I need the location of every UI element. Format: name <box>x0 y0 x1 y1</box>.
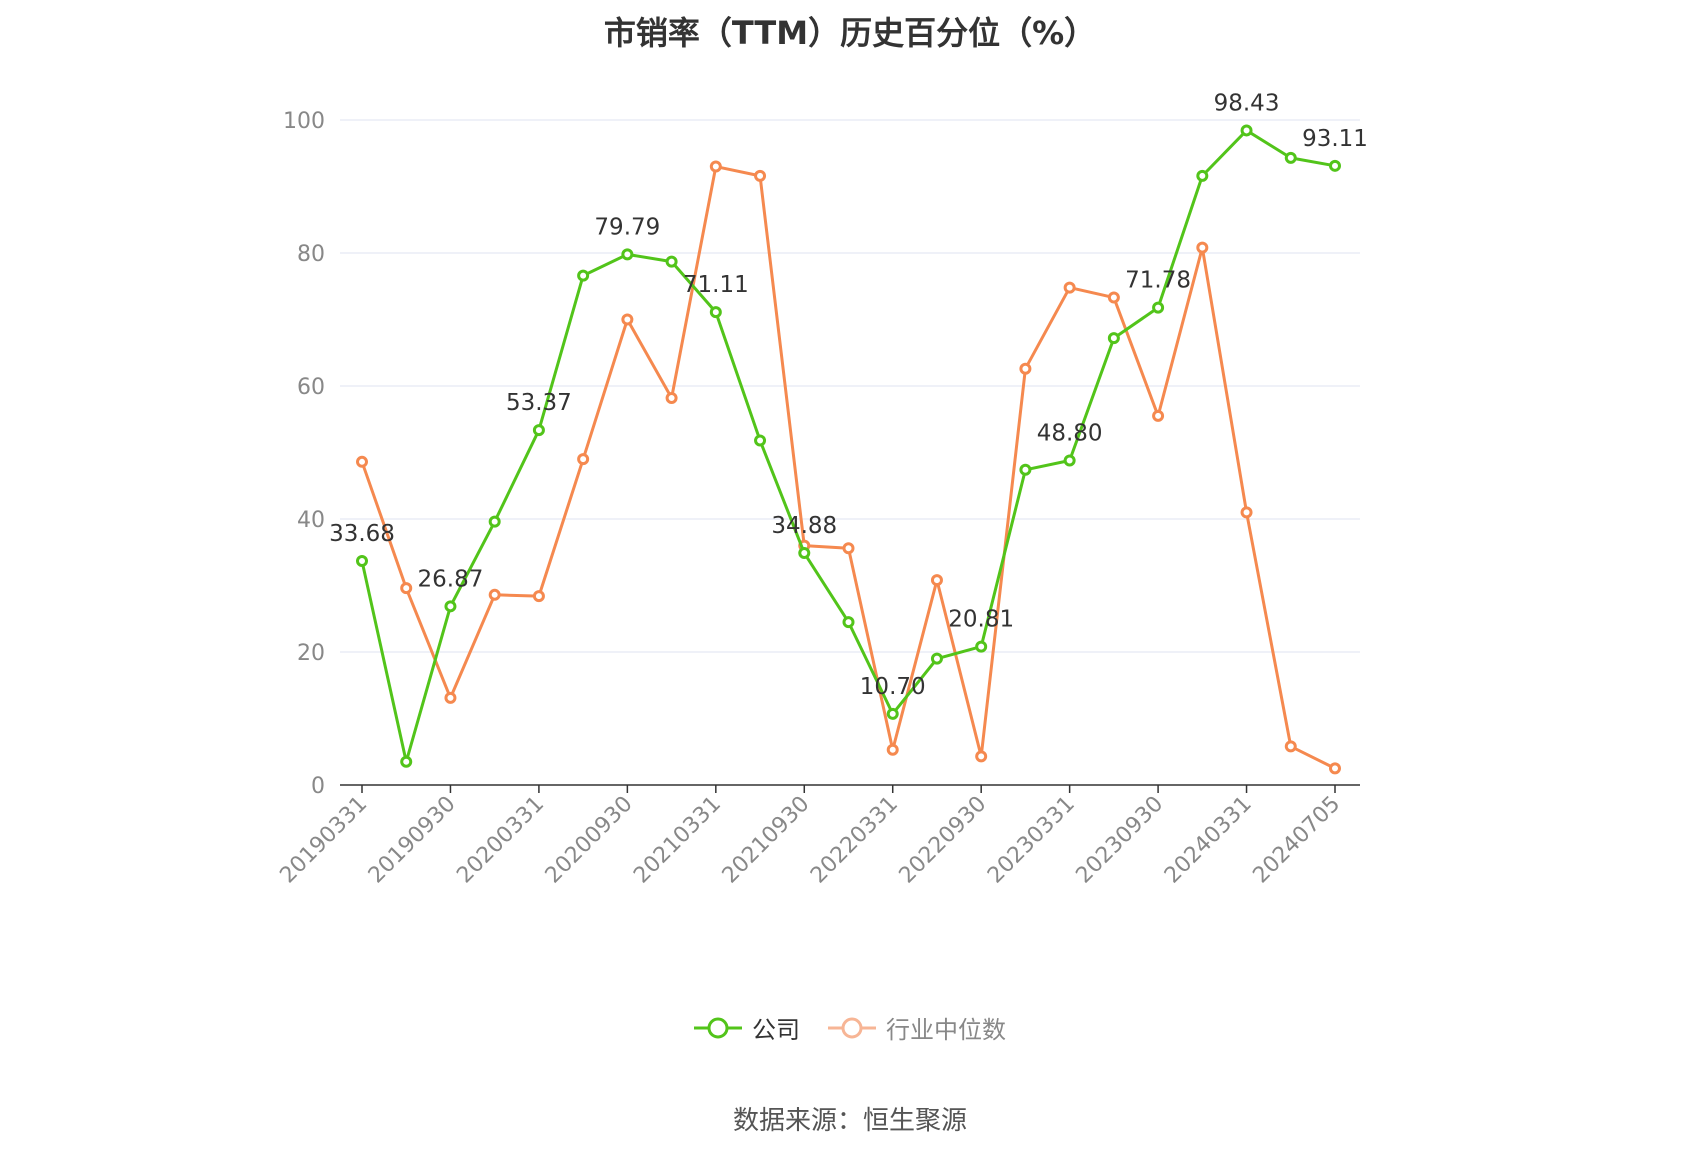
data-point-industry <box>842 542 855 555</box>
data-point-company <box>709 306 722 319</box>
x-tick-label: 20200930 <box>541 792 638 889</box>
data-point-company <box>400 755 413 768</box>
data-point-industry <box>444 691 457 704</box>
data-point-industry <box>400 582 413 595</box>
data-point-industry <box>577 453 590 466</box>
legend-company-label: 公司 <box>752 1016 800 1044</box>
data-label: 20.81 <box>948 607 1014 633</box>
data-label: 79.79 <box>594 214 660 240</box>
data-label: 10.70 <box>860 674 926 700</box>
data-point-company <box>1063 454 1076 467</box>
data-point-company <box>488 515 501 528</box>
data-point-company <box>975 640 988 653</box>
data-point-industry <box>754 169 767 182</box>
data-point-company <box>754 434 767 447</box>
data-point-company <box>1329 159 1341 172</box>
data-point-company <box>665 255 678 268</box>
data-label: 34.88 <box>771 513 837 539</box>
data-point-company <box>798 547 811 560</box>
data-point-company <box>532 424 545 437</box>
data-point-company <box>444 600 457 613</box>
data-point-industry <box>1107 291 1120 304</box>
data-point-industry <box>1019 362 1032 375</box>
data-label: 71.11 <box>683 272 749 298</box>
data-point-company <box>621 248 634 261</box>
data-point-company <box>1284 151 1297 164</box>
x-tick-label: 20190331 <box>275 792 372 889</box>
data-point-industry <box>1196 241 1209 254</box>
chart-title: 市销率（TTM）历史百分位（%） <box>603 14 1097 52</box>
data-point-company <box>886 707 899 720</box>
legend: 公司 行业中位数 <box>0 1010 1700 1045</box>
legend-item-company[interactable]: 公司 <box>694 1010 800 1045</box>
legend-company-line-icon <box>694 1017 742 1038</box>
y-tick-label: 80 <box>297 242 325 267</box>
data-point-company <box>1107 332 1120 345</box>
data-point-industry <box>488 588 501 601</box>
data-label: 71.78 <box>1125 268 1191 294</box>
x-tick-label: 20210930 <box>718 792 815 889</box>
data-label: 93.11 <box>1302 126 1368 152</box>
y-tick-label: 40 <box>297 508 325 533</box>
line-chart: 0 20 40 60 80 100 2019033120190930202003312020… <box>275 90 1368 889</box>
x-tick-label: 20190930 <box>364 792 461 889</box>
data-label: 98.43 <box>1214 90 1280 116</box>
y-tick-label: 20 <box>297 641 325 666</box>
data-point-industry <box>356 455 368 468</box>
legend-item-industry[interactable]: 行业中位数 <box>828 1010 1006 1045</box>
data-point-industry <box>975 750 988 763</box>
data-point-industry <box>621 313 634 326</box>
data-point-company <box>1152 301 1165 314</box>
data-label: 53.37 <box>506 390 572 416</box>
data-point-industry <box>709 160 722 173</box>
data-point-company <box>1240 124 1253 137</box>
data-label: 48.80 <box>1037 420 1103 446</box>
data-point-company <box>1019 463 1032 476</box>
x-tick-label: 20220331 <box>806 792 903 889</box>
legend-industry-label: 行业中位数 <box>886 1016 1006 1044</box>
y-tick-label: 100 <box>283 109 325 134</box>
x-tick-label: 20200331 <box>452 792 549 889</box>
x-tick-label: 20240705 <box>1248 792 1345 889</box>
legend-industry-line-icon <box>828 1017 876 1038</box>
data-point-industry <box>930 574 943 587</box>
data-point-industry <box>1240 506 1253 519</box>
x-tick-label: 20210331 <box>629 792 726 889</box>
x-tick-label: 20230331 <box>983 792 1080 889</box>
x-tick-label: 20230930 <box>1071 792 1168 889</box>
data-point-company <box>356 555 368 568</box>
series-line-company <box>360 128 1336 764</box>
data-label: 33.68 <box>329 521 395 547</box>
data-source: 数据来源：恒生聚源 <box>732 1106 967 1136</box>
data-label: 26.87 <box>418 566 484 592</box>
data-point-industry <box>886 743 899 756</box>
y-tick-label: 0 <box>311 774 325 799</box>
data-point-industry <box>1284 740 1297 753</box>
data-point-industry <box>665 391 678 404</box>
data-point-industry <box>1063 281 1076 294</box>
data-point-industry <box>1152 409 1165 422</box>
y-tick-label: 60 <box>297 375 325 400</box>
data-point-industry <box>1329 762 1341 775</box>
series-line-industry <box>360 165 1336 770</box>
data-point-industry <box>532 590 545 603</box>
data-point-company <box>842 616 855 629</box>
data-point-company <box>1196 169 1209 182</box>
data-point-company <box>577 269 590 282</box>
data-point-company <box>930 652 943 665</box>
x-tick-label: 20220930 <box>895 792 992 889</box>
x-tick-label: 20240331 <box>1160 792 1257 889</box>
